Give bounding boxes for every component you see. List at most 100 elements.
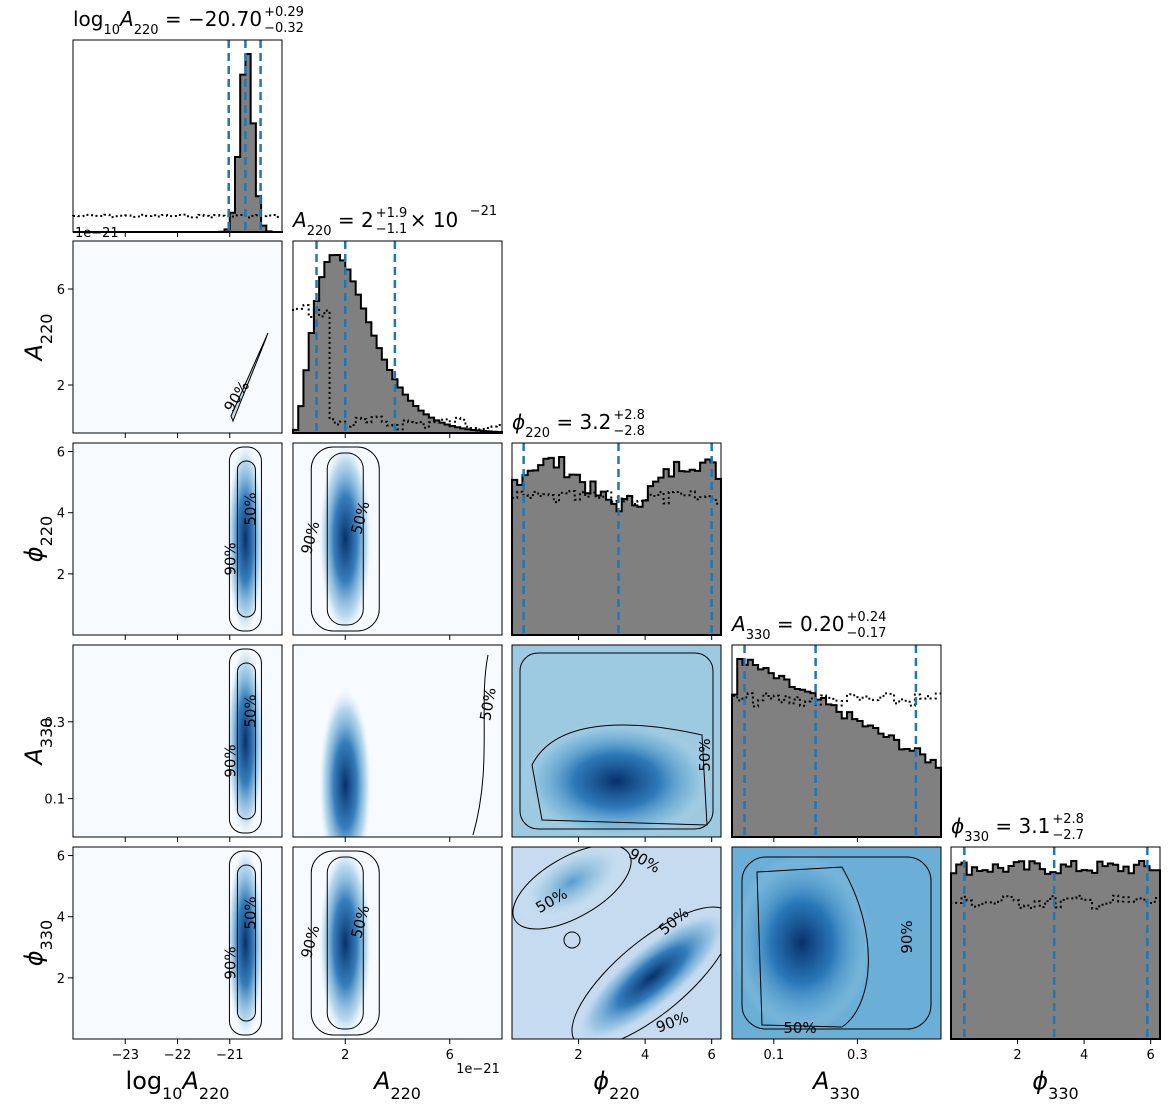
y-tick-label: 2 <box>57 972 65 987</box>
y-tick-label: 4 <box>57 507 65 522</box>
contour-50 <box>236 864 256 1022</box>
panel-frame <box>511 644 722 838</box>
title-minus: −2.7 <box>1052 828 1084 843</box>
density-panel-phi330-vs-A330: 50% 90% 0.1 0.3 A330 <box>731 846 942 1103</box>
density-panel-phi330-vs-logA220: 90%50% −23 −22 −21 log10A220 2 4 6 ϕ330 <box>20 846 283 1103</box>
contour-50 <box>756 866 869 1028</box>
hist-panel-phi330: ϕ330 = 3.1 +2.8−2.7 2 4 6 ϕ330 <box>950 812 1161 1103</box>
y-tick-label: 6 <box>57 446 65 461</box>
contour-50 <box>531 724 708 826</box>
hist-bars <box>73 53 283 233</box>
xlabel-logA220: log10A220 <box>126 1067 230 1103</box>
contour-50 <box>236 460 256 618</box>
panel-frame <box>292 442 503 636</box>
x-tick-label: 0.1 <box>763 1048 784 1063</box>
x-tick-label: 0.3 <box>847 1048 868 1063</box>
prior-hist <box>292 304 502 431</box>
title-A220: A220 = 2 <box>291 208 374 239</box>
title-plus: +2.8 <box>613 408 645 423</box>
contour-label: 50% <box>783 1019 816 1037</box>
title-plus: +1.9 <box>376 206 408 221</box>
title-minus: −1.1 <box>376 222 408 237</box>
x-tick-label: 4 <box>1080 1048 1088 1063</box>
y-tick-label: 0.3 <box>44 716 65 731</box>
panel-frame <box>292 644 503 838</box>
y-tick-label: 2 <box>57 379 65 394</box>
contour-small <box>563 931 581 949</box>
x-tick-label: 6 <box>446 1048 454 1063</box>
x-tick-label: −23 <box>112 1048 139 1063</box>
title-suffix: × 10 <box>410 208 459 232</box>
density-blob <box>576 911 721 1039</box>
x-tick-label: 6 <box>1147 1048 1155 1063</box>
x-tick-label: −22 <box>164 1048 191 1063</box>
contour-label: 90% <box>898 920 916 953</box>
x-tick-label: −21 <box>216 1048 243 1063</box>
contour-label: 50% <box>241 694 259 727</box>
contour-90 <box>519 652 714 830</box>
title-plus: +0.29 <box>264 5 304 20</box>
contour-50 <box>326 856 364 1030</box>
hist-panel-A330: A330 = 0.20 +0.24−0.17 <box>730 610 942 842</box>
title-plus: +2.8 <box>1052 812 1084 827</box>
prior-hist <box>511 490 721 506</box>
prior-hist <box>731 692 941 708</box>
density-blob <box>227 645 264 837</box>
hist-panel-logA220: log10A220 = −20.70 +0.29−0.32 <box>72 5 304 237</box>
density-bg <box>73 241 282 433</box>
panel-frame <box>731 846 942 1040</box>
contour-50 <box>571 906 721 1039</box>
x-tick-label: 2 <box>1013 1048 1021 1063</box>
hist-bars <box>511 456 722 636</box>
contour-label: 90% <box>221 946 239 979</box>
xlabel-A220: A220 <box>372 1067 421 1103</box>
title-phi220: ϕ220 = 3.2 <box>512 410 611 441</box>
ylabel-A330: A330 <box>20 718 56 767</box>
x-tick-label: 2 <box>574 1048 582 1063</box>
contour-90 <box>741 856 932 1030</box>
title-minus: −0.32 <box>264 21 304 36</box>
y-tick-label: 6 <box>57 850 65 865</box>
hist-panel-phi220: ϕ220 = 3.2 +2.8−2.8 <box>511 408 722 640</box>
y-tick-label: 4 <box>57 911 65 926</box>
contour-50 <box>326 452 364 626</box>
panel-frame <box>511 442 722 636</box>
contour-90 <box>228 446 262 632</box>
title-A330: A330 = 0.20 <box>730 612 845 643</box>
contour-90 <box>228 850 262 1036</box>
panel-frame <box>292 846 503 1040</box>
hist-panel-A220: A220 = 2 +1.9−1.1 × 10 −21 <box>291 204 503 438</box>
density-blob <box>732 853 872 1033</box>
title-minus: −0.17 <box>847 626 887 641</box>
contour-50 <box>472 654 489 836</box>
xlabel-phi220: ϕ220 <box>593 1067 639 1103</box>
contour-50 <box>236 662 256 820</box>
x-tick-label: 6 <box>708 1048 716 1063</box>
density-panel-A330-vs-phi220: 50% <box>511 644 722 842</box>
y-tick-label: 0.1 <box>44 793 65 808</box>
y-tick-label: 6 <box>57 283 65 298</box>
contour-label: 50% <box>241 896 259 929</box>
x-tick-label: 2 <box>341 1048 349 1063</box>
title-logA220: log10A220 = −20.70 <box>73 7 262 38</box>
contour-label: 50% <box>696 738 714 771</box>
title-exp: −21 <box>470 204 497 219</box>
panel-frame <box>292 240 503 434</box>
panel-frame <box>511 846 722 1040</box>
contour-label: 50% <box>476 686 500 722</box>
density-panel-phi220-vs-A220: 90%50% <box>292 442 503 640</box>
contour-label: 90% <box>221 542 239 575</box>
title-minus: −2.8 <box>613 424 645 439</box>
density-blob <box>517 847 627 922</box>
contour-90 <box>310 850 380 1036</box>
y-tick-label: 2 <box>57 568 65 583</box>
ylabel-phi220: ϕ220 <box>20 516 56 562</box>
panel-frame <box>731 644 942 838</box>
contour-90 <box>310 446 380 632</box>
x-tick-label: 4 <box>641 1048 649 1063</box>
contour-label: 50% <box>241 492 259 525</box>
density-blob <box>319 847 372 1039</box>
